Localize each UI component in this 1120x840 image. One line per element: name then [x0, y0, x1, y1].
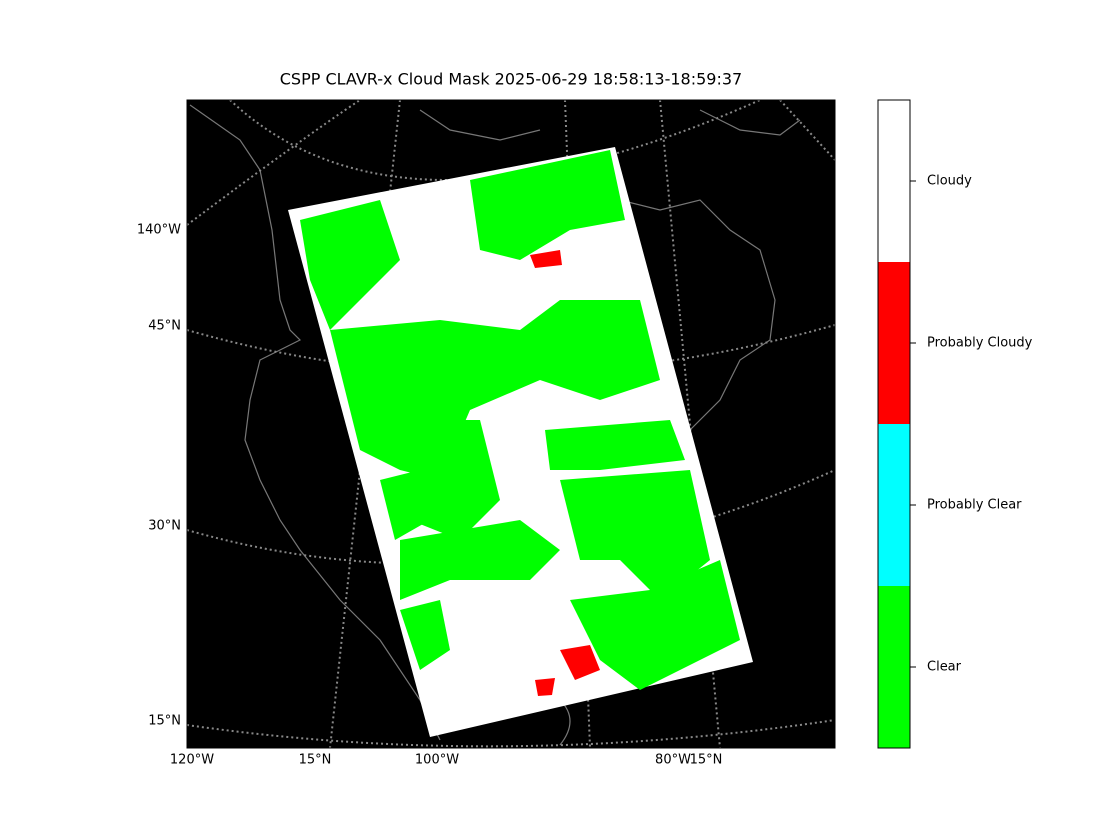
colorbar: Clear Probably Clear Probably Cloudy Cloudy	[877, 99, 1033, 749]
colorbar-label: Probably Cloudy	[927, 336, 1033, 351]
map-label: 120°W	[170, 753, 214, 768]
map	[186, 99, 836, 749]
colorbar-segment	[878, 100, 910, 262]
map-title: CSPP CLAVR-x Cloud Mask 2025-06-29 18:58…	[280, 70, 742, 89]
colorbar-segment	[878, 262, 910, 424]
map-label: 15°N	[299, 753, 332, 768]
map-label: 100°W	[415, 753, 459, 768]
colorbar-label: Clear	[927, 660, 962, 675]
colorbar-label: Cloudy	[927, 174, 972, 189]
colorbar-segment	[878, 424, 910, 586]
colorbar-label: Probably Clear	[927, 498, 1022, 513]
map-label: 15°N	[690, 753, 723, 768]
map-label: 30°N	[148, 519, 181, 534]
colorbar-frame	[877, 99, 911, 749]
map-frame	[186, 99, 836, 749]
map-label: 45°N	[148, 319, 181, 334]
map-label: 15°N	[148, 714, 181, 729]
colorbar-segment	[878, 586, 910, 748]
map-label: 140°W	[137, 223, 181, 238]
map-label: 80°W	[655, 753, 691, 768]
swath	[288, 147, 753, 737]
